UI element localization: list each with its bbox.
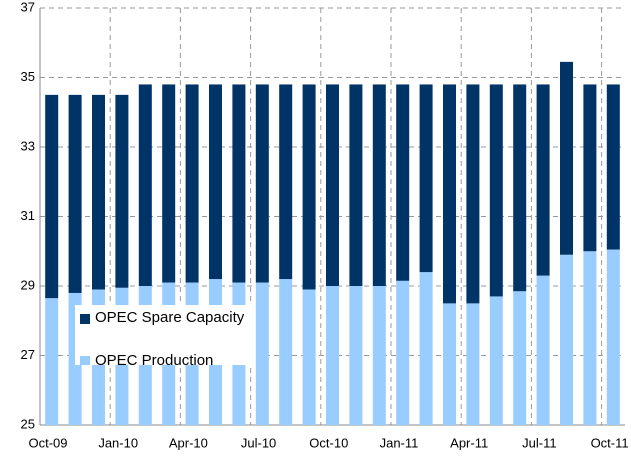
bar-segment xyxy=(396,280,410,425)
y-tick-label: 27 xyxy=(21,347,35,362)
bar-segment xyxy=(606,249,620,425)
bar-segment xyxy=(326,84,339,286)
bar-segment xyxy=(583,84,597,252)
bar-segment xyxy=(138,84,152,286)
y-tick-label: 31 xyxy=(21,208,35,223)
bar-segment xyxy=(489,84,503,297)
bar-segment xyxy=(536,275,550,425)
bar-segment xyxy=(606,84,620,250)
bar-segment xyxy=(443,303,456,425)
x-tick-label: Oct-09 xyxy=(28,435,67,450)
bar-segment xyxy=(419,272,433,425)
bar-segment xyxy=(279,279,293,425)
x-tick-label: Oct-10 xyxy=(309,435,348,450)
bar-segment xyxy=(583,251,597,425)
bar-segment xyxy=(466,303,480,425)
bar-segment xyxy=(68,94,82,293)
y-tick-label: 33 xyxy=(21,138,35,153)
bar-segment xyxy=(372,286,386,425)
y-tick-label: 29 xyxy=(21,277,35,292)
legend-swatch xyxy=(80,356,90,365)
legend-swatch xyxy=(80,314,90,324)
bar-segment xyxy=(326,286,339,425)
bar-segment xyxy=(466,84,480,304)
bar-segment xyxy=(302,289,316,425)
x-tick-label: Jan-10 xyxy=(98,435,138,450)
bar-segment xyxy=(536,84,550,276)
bar-segment xyxy=(560,254,573,425)
bar-segment xyxy=(560,61,573,255)
bar-segment xyxy=(255,282,269,425)
bar-segment xyxy=(302,84,316,290)
x-tick-label: Apr-10 xyxy=(169,435,208,450)
bar-segment xyxy=(443,84,456,304)
legend-label-wrap: OPEC Spare Capacity xyxy=(95,309,245,326)
x-tick-label: Apr-11 xyxy=(450,435,488,450)
x-tick-label: Jan-11 xyxy=(380,435,419,450)
legend-label: OPEC Production xyxy=(95,352,213,369)
bar-segment xyxy=(419,84,433,273)
bar-segment xyxy=(162,84,176,283)
bar-segment xyxy=(232,84,246,283)
x-tick-label: Oct-11 xyxy=(591,435,629,450)
bar-segment xyxy=(209,84,222,280)
y-tick-label: 37 xyxy=(21,0,35,14)
bar-segment xyxy=(115,94,129,288)
bar-segment xyxy=(92,94,105,290)
bar-segment xyxy=(45,94,59,299)
x-tick-label: Jul-11 xyxy=(522,435,556,450)
bar-segment xyxy=(396,84,410,281)
bar-segment xyxy=(349,84,363,286)
bar-segment xyxy=(372,84,386,286)
bar-segment xyxy=(513,84,527,292)
plot-area: 25 27 29 31 33 35 37 Oct-09 Jan-10 Apr-10 Jul-10 Oc… xyxy=(21,0,629,450)
legend-label: OPEC Spare Capacity xyxy=(95,309,245,326)
y-tick-label: 35 xyxy=(21,69,35,84)
legend: OPEC Spare Capacity OPEC Production xyxy=(75,305,255,369)
bar-segment xyxy=(45,298,59,425)
bar-segment xyxy=(255,84,269,283)
bar-segment xyxy=(185,84,199,283)
legend-box xyxy=(75,305,255,365)
x-tick-label: Jul-10 xyxy=(241,435,276,450)
bar-segment xyxy=(279,84,293,280)
bar-segment xyxy=(513,291,527,425)
bar-segment xyxy=(349,286,363,425)
y-tick-label: 25 xyxy=(21,416,35,431)
bar-segment xyxy=(489,296,503,425)
